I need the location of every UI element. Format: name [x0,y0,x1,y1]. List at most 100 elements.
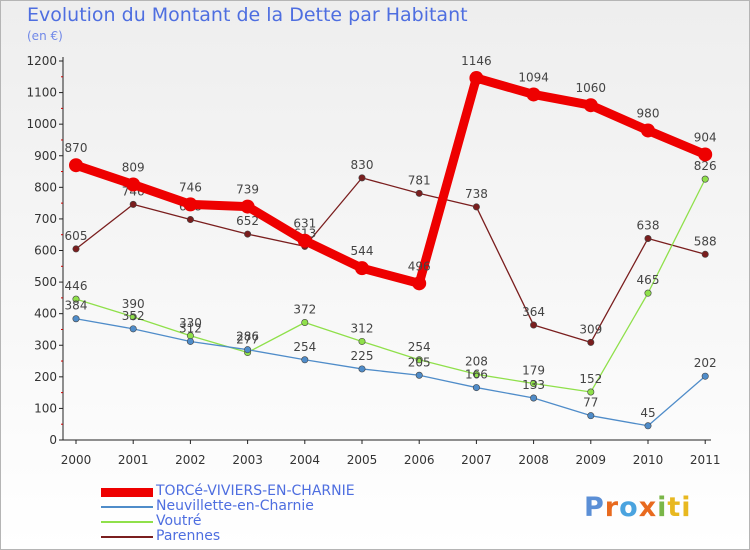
data-point [472,203,480,211]
y-tick-label: 1200 [26,54,57,68]
data-point [472,384,480,392]
data-label: 631 [293,217,316,231]
brand-logo: Proxiti [584,492,692,523]
x-tick-label: 2006 [404,453,435,467]
data-point [644,234,652,242]
data-point [301,356,309,364]
data-label: 208 [465,354,488,368]
x-tick-label: 2010 [633,453,664,467]
data-point [530,394,538,402]
x-tick-label: 2008 [518,453,549,467]
x-tick-label: 2005 [347,453,378,467]
data-label: 739 [236,183,259,197]
x-tick-label: 2011 [690,453,721,467]
data-point [240,199,255,214]
data-label: 781 [408,173,431,187]
data-point [297,233,312,248]
series-line [71,73,710,288]
y-tick-label: 300 [34,338,57,352]
legend-label: Voutré [156,513,202,529]
x-tick-label: 2003 [232,453,263,467]
data-label: 254 [408,340,431,354]
data-label: 446 [65,279,88,293]
data-point [587,412,595,420]
y-tick-label: 1000 [26,117,57,131]
y-tick-label: 500 [34,275,57,289]
data-label: 352 [122,309,145,323]
data-label: 254 [293,340,316,354]
data-label: 605 [65,229,88,243]
data-label: 588 [694,234,717,248]
y-tick-label: 600 [34,244,57,258]
x-tick-label: 2007 [461,453,492,467]
data-label: 496 [408,259,431,273]
data-point [358,365,366,373]
data-point [415,371,423,379]
data-point [587,388,595,396]
data-label: 309 [579,322,602,336]
data-label: 277 [236,333,259,347]
data-point [526,87,541,102]
brand-letter: P [584,492,605,523]
data-label: 904 [694,130,717,144]
y-tick-label: 200 [34,370,57,384]
data-label: 652 [236,214,259,228]
legend-swatch [101,521,153,523]
legend-swatch [101,488,153,497]
data-label: 77 [583,396,598,410]
data-point [244,346,252,354]
x-tick-label: 2000 [61,453,92,467]
data-label: 390 [122,297,145,311]
data-label: 330 [179,316,202,330]
data-point [415,189,423,197]
data-label: 544 [351,244,374,258]
series-line [75,177,706,344]
legend-swatch [101,536,153,538]
data-label: 1094 [518,70,549,84]
data-point [698,147,713,162]
brand-letter: i [681,492,692,523]
chart-unit-label: (en €) [27,29,63,43]
legend-swatch [101,506,153,508]
data-label: 826 [694,159,717,173]
data-point [129,325,137,333]
data-point [701,372,709,380]
y-tick-label: 700 [34,212,57,226]
series-line [75,178,706,393]
brand-letter: r [604,492,620,523]
y-tick-label: 900 [34,149,57,163]
data-point [412,276,427,291]
x-tick-label: 2009 [576,453,607,467]
data-label: 638 [637,218,660,232]
y-tick-label: 1100 [26,86,57,100]
data-point [129,200,137,208]
data-label: 980 [637,106,660,120]
y-tick-label: 400 [34,307,57,321]
data-label: 202 [694,356,717,370]
series-line [75,318,706,427]
x-tick-label: 2004 [290,453,321,467]
data-point [641,123,655,138]
y-tick-label: 100 [34,401,57,415]
data-label: 465 [637,273,660,287]
brand-letter: i [657,492,668,523]
data-label: 830 [351,158,374,172]
brand-letter: o [619,492,639,523]
data-point [644,422,652,430]
data-label: 225 [351,349,374,363]
data-label: 870 [65,141,88,155]
y-tick-label: 800 [34,180,57,194]
data-label: 1146 [461,54,492,68]
data-point [530,379,538,387]
data-label: 312 [351,321,374,335]
data-point [358,337,366,345]
data-label: 205 [408,355,431,369]
data-point [129,313,137,321]
data-label: 133 [522,378,545,392]
brand-letter: x [638,492,658,523]
legend-label: Neuvillette-en-Charnie [156,498,314,514]
data-label: 372 [293,303,316,317]
data-point [72,245,80,253]
data-label: 179 [522,363,545,377]
